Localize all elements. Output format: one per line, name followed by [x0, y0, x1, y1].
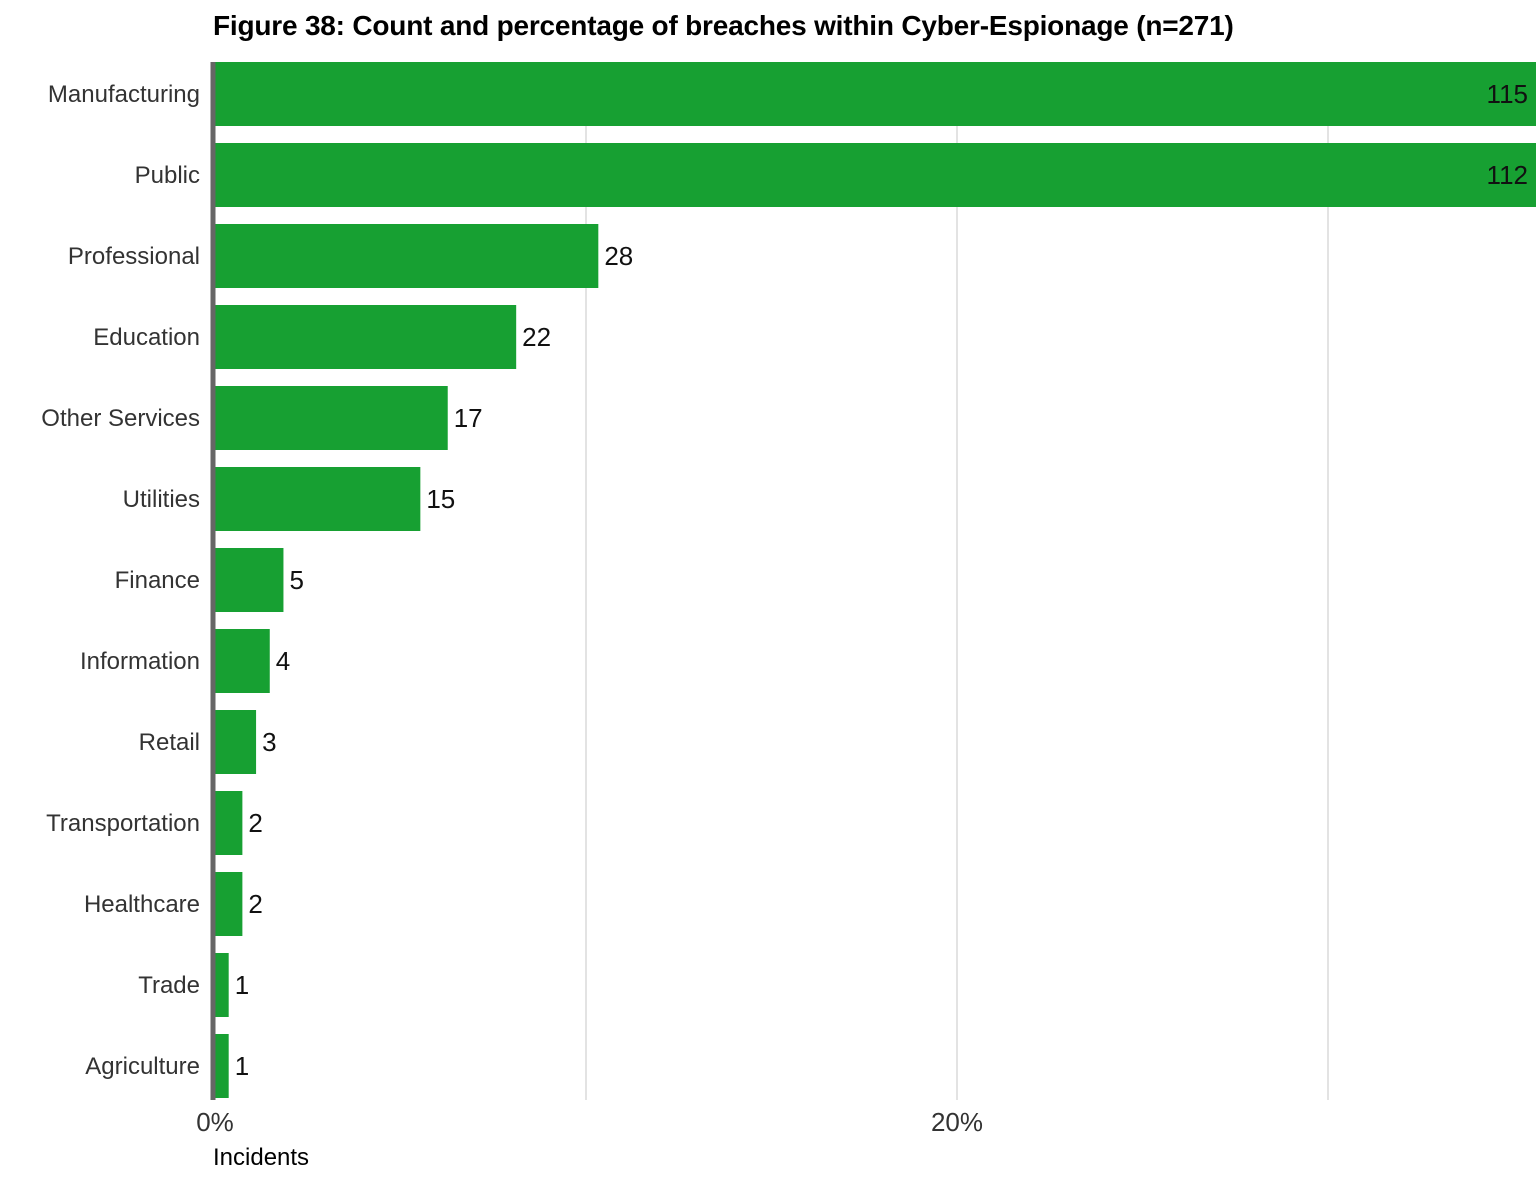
x-tick-label: 20%: [931, 1107, 983, 1137]
bar: [213, 953, 229, 1017]
value-label: 1: [235, 1051, 249, 1081]
category-label: Other Services: [41, 405, 200, 432]
category-label: Agriculture: [85, 1053, 200, 1080]
bar: [213, 467, 421, 531]
category-label: Transportation: [46, 810, 200, 837]
category-label: Professional: [68, 243, 200, 270]
category-label: Retail: [139, 729, 200, 756]
value-label: 2: [248, 889, 262, 919]
category-label: Information: [80, 648, 200, 675]
bar: [213, 62, 1536, 126]
category-label: Education: [93, 324, 200, 351]
x-tick-label: 0%: [196, 1107, 234, 1137]
value-label: 22: [522, 322, 551, 352]
value-label: 1: [235, 970, 249, 1000]
bars: [213, 62, 1536, 1098]
value-label: 17: [454, 403, 483, 433]
bar: [213, 143, 1536, 207]
bar: [213, 305, 517, 369]
value-label: 115: [1487, 79, 1528, 109]
x-axis-title: Incidents: [213, 1144, 309, 1171]
bar: [213, 710, 257, 774]
category-label: Utilities: [123, 486, 200, 513]
gridlines: [585, 62, 1329, 1100]
category-label: Manufacturing: [48, 81, 200, 108]
bar: [213, 224, 599, 288]
value-label: 15: [426, 484, 455, 514]
chart-title: Figure 38: Count and percentage of breac…: [213, 10, 1234, 41]
value-label: 4: [276, 646, 290, 676]
value-label: 3: [262, 727, 276, 757]
bar: [213, 1034, 229, 1098]
category-label: Healthcare: [84, 891, 200, 918]
category-label: Trade: [138, 972, 200, 999]
category-label: Finance: [115, 567, 200, 594]
value-label: 28: [604, 241, 633, 271]
category-label: Public: [135, 162, 200, 189]
category-labels: Manufacturing Public Professional Education…: [41, 81, 200, 1080]
bar: [213, 791, 243, 855]
bar: [213, 629, 270, 693]
bar: [213, 386, 448, 450]
x-tick-labels: 0% 20%: [196, 1107, 983, 1137]
bar: [213, 872, 243, 936]
bar: [213, 548, 284, 612]
value-label: 112: [1487, 160, 1528, 190]
value-label: 2: [248, 808, 262, 838]
value-label: 5: [289, 565, 303, 595]
